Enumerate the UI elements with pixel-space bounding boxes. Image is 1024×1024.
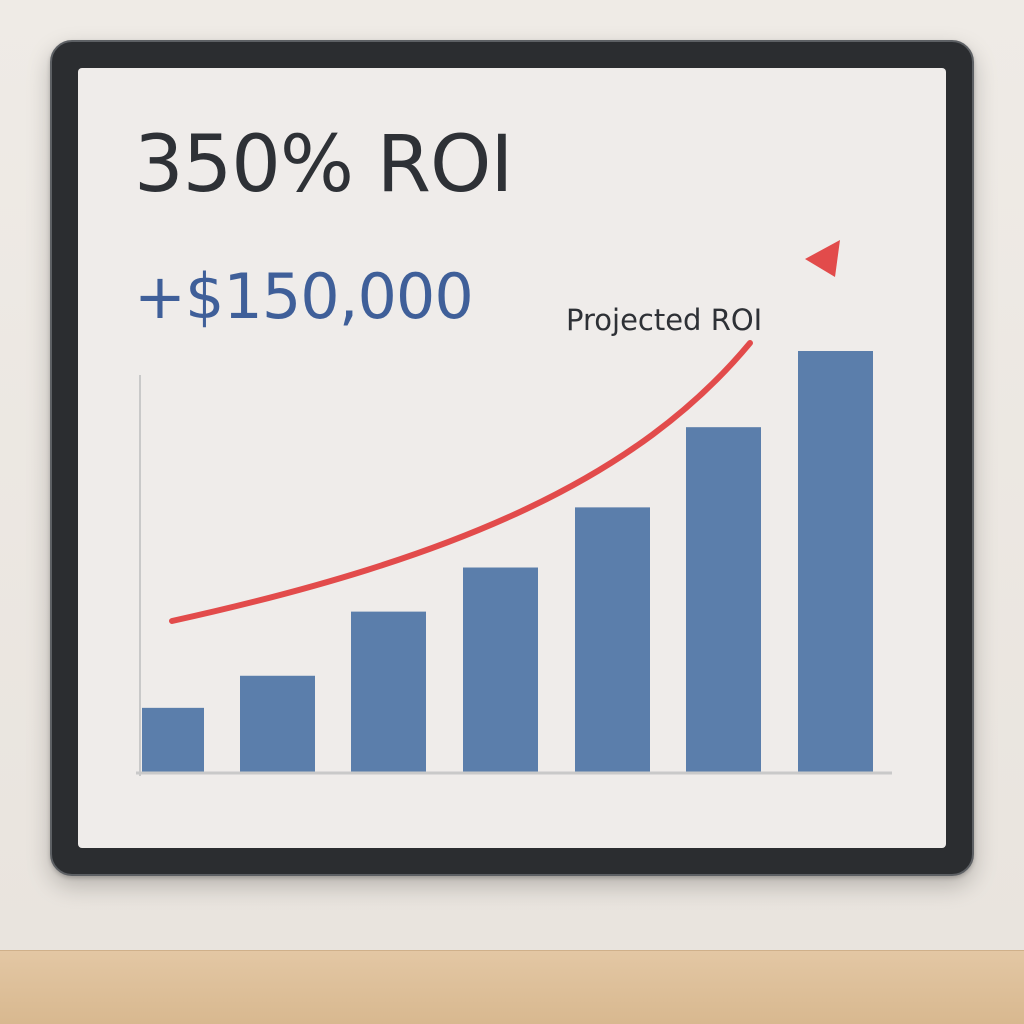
bar-group — [142, 351, 873, 772]
bar-7 — [798, 351, 873, 772]
gain-amount: +$150,000 — [134, 260, 474, 333]
roi-bar-chart: Projected ROI — [136, 240, 892, 776]
trend-label: Projected ROI — [566, 303, 762, 337]
monitor-screen: 350% ROI +$150,000 Projected ROI — [78, 68, 946, 848]
trend-arrowhead-icon — [805, 240, 840, 277]
desk-surface — [0, 950, 1024, 1024]
bar-1 — [142, 707, 204, 772]
bar-5 — [575, 507, 650, 772]
bar-2 — [240, 675, 315, 772]
bar-6 — [686, 427, 761, 772]
trend-arrow-line — [169, 340, 753, 624]
bar-3 — [351, 611, 426, 772]
roi-headline: 350% ROI — [134, 120, 513, 210]
bar-4 — [463, 567, 538, 772]
